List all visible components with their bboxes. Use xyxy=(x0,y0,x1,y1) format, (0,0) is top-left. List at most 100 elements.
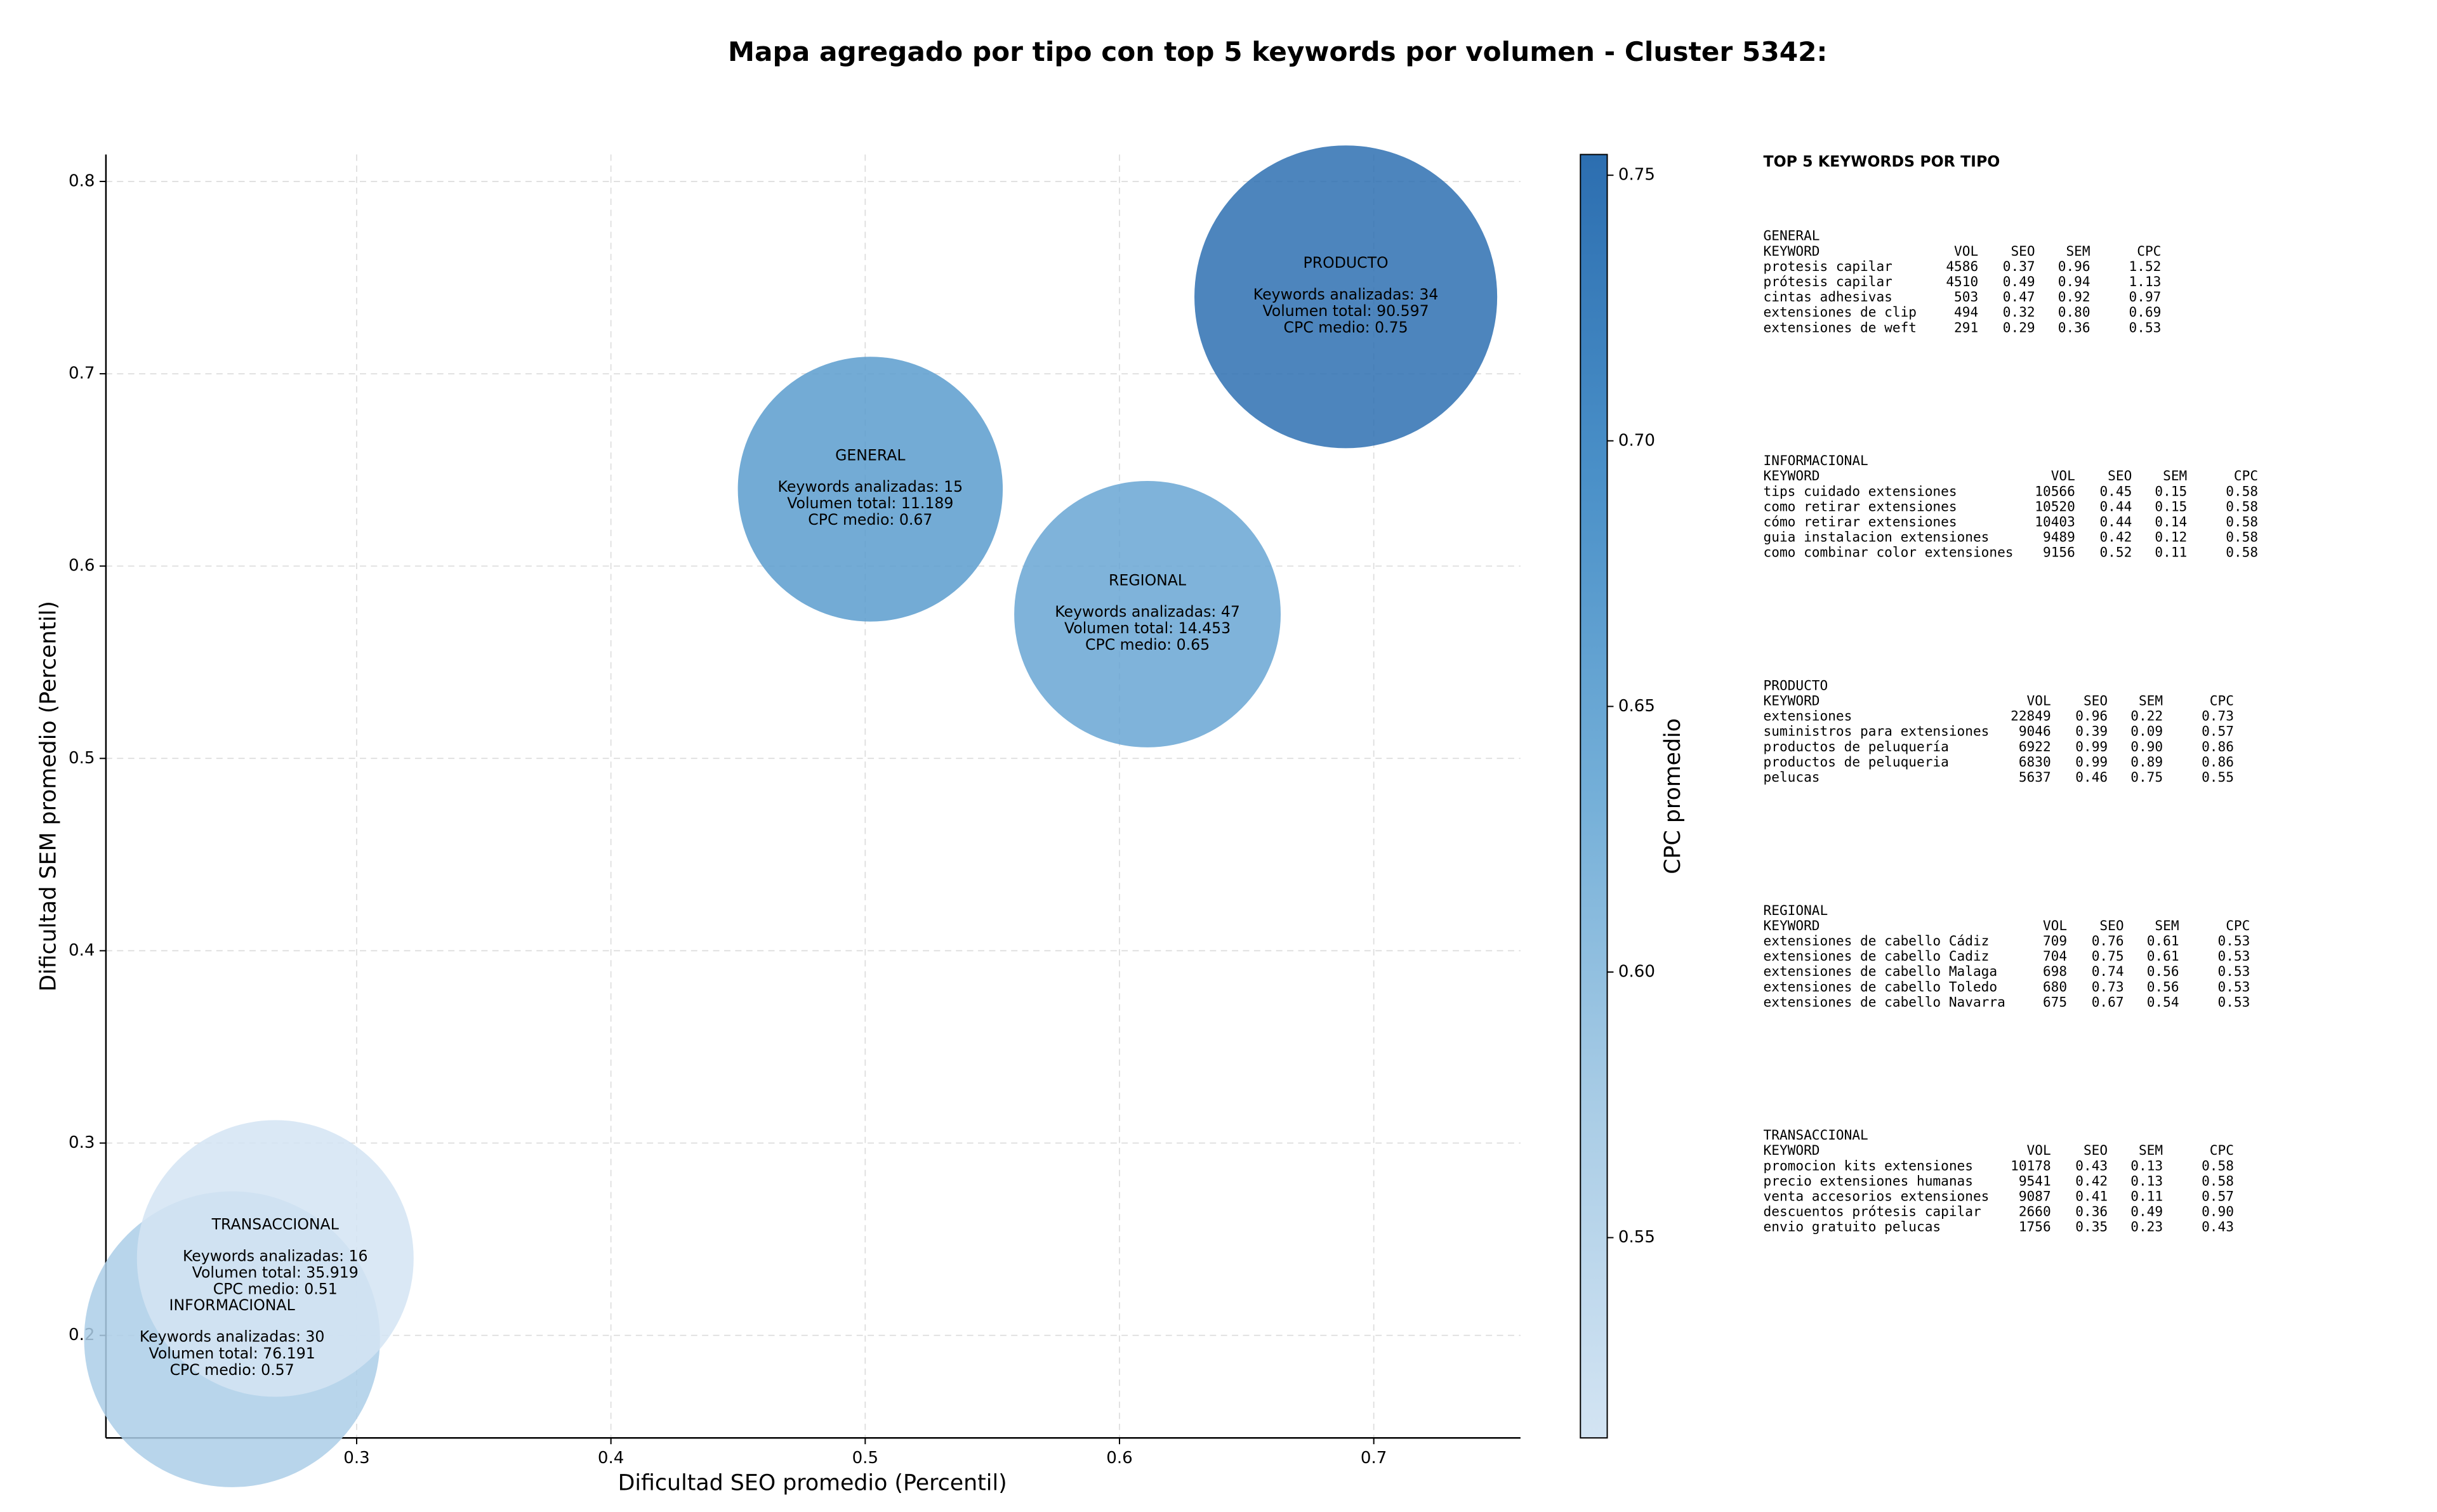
column-header: SEO xyxy=(2084,693,2108,709)
table-cell: 0.94 xyxy=(2058,273,2090,289)
table-cell: 0.47 xyxy=(2003,289,2035,305)
table-cell: 0.53 xyxy=(2218,963,2250,979)
y-tick-label: 0.7 xyxy=(69,364,95,383)
bubble-annotation: Keywords analizadas: 30 xyxy=(140,1328,325,1346)
bubble-annotation: Volumen total: 76.191 xyxy=(149,1344,315,1362)
table-cell: 0.12 xyxy=(2155,529,2187,545)
column-header: KEYWORD xyxy=(1764,917,1820,933)
table-cell: envio gratuito pelucas xyxy=(1764,1219,1941,1235)
table-cell: 0.90 xyxy=(2202,1204,2234,1219)
table-cell: 0.11 xyxy=(2155,544,2187,560)
table-cell: 0.57 xyxy=(2202,723,2234,739)
column-header: CPC xyxy=(2137,243,2161,259)
table-cell: extensiones de cabello Cádiz xyxy=(1764,933,1990,949)
table-cell: 0.53 xyxy=(2218,933,2250,949)
x-tick-label: 0.4 xyxy=(598,1449,624,1468)
bubble-annotation: Volumen total: 14.453 xyxy=(1064,619,1231,637)
column-header: VOL xyxy=(2051,468,2075,483)
table-cell: extensiones de cabello Malaga xyxy=(1764,963,1998,979)
table-cell: 0.45 xyxy=(2099,483,2132,499)
colorbar-tick-label: 0.55 xyxy=(1618,1228,1655,1247)
table-cell: 0.74 xyxy=(2092,963,2124,979)
table-cell: como retirar extensiones xyxy=(1764,498,1957,514)
column-header: SEM xyxy=(2139,693,2163,709)
table-cell: 709 xyxy=(2043,933,2067,949)
table-cell: 22849 xyxy=(2011,708,2051,724)
y-tick-label: 0.8 xyxy=(69,171,95,190)
bubble-annotation: CPC medio: 0.65 xyxy=(1085,636,1210,654)
table-cell: 0.15 xyxy=(2155,498,2187,514)
bubble-annotation: Keywords analizadas: 47 xyxy=(1055,603,1240,621)
bubble-annotation: CPC medio: 0.51 xyxy=(213,1280,338,1298)
table-cell: 0.36 xyxy=(2075,1204,2108,1219)
table-cell: 0.61 xyxy=(2147,948,2179,964)
table-cell: 10520 xyxy=(2035,498,2075,514)
colorbar-tick-label: 0.75 xyxy=(1618,166,1655,185)
table-cell: precio extensiones humanas xyxy=(1764,1173,1973,1188)
table-cell: 0.73 xyxy=(2092,978,2124,994)
table-cell: 1756 xyxy=(2019,1219,2051,1235)
table-cell: descuentos prótesis capilar xyxy=(1764,1204,1981,1219)
bubble-annotation: Volumen total: 90.597 xyxy=(1263,302,1429,320)
table-cell: 0.58 xyxy=(2226,483,2258,499)
bubble-annotation: Keywords analizadas: 34 xyxy=(1253,286,1439,303)
table-cell: 0.90 xyxy=(2130,739,2163,754)
bubble xyxy=(1014,481,1281,747)
table-cell: 704 xyxy=(2043,948,2067,964)
table-cell: 0.58 xyxy=(2226,544,2258,560)
table-cell: 0.76 xyxy=(2092,933,2124,949)
bubble xyxy=(136,1120,414,1397)
x-tick-label: 0.6 xyxy=(1106,1449,1132,1468)
bubble-annotation: CPC medio: 0.57 xyxy=(170,1361,294,1379)
column-header: SEM xyxy=(2139,1142,2163,1158)
table-cell: 4586 xyxy=(1946,258,1978,274)
column-header: VOL xyxy=(2043,917,2067,933)
colorbar-tick-label: 0.60 xyxy=(1618,962,1655,981)
bubble xyxy=(1194,145,1498,449)
table-cell: 0.69 xyxy=(2129,304,2162,320)
bubble-name: PRODUCTO xyxy=(1304,254,1389,272)
table-cell: 0.44 xyxy=(2099,513,2132,529)
column-header: SEO xyxy=(2011,243,2035,259)
column-header: KEYWORD xyxy=(1764,693,1820,709)
table-cell: 0.96 xyxy=(2075,708,2108,724)
bubble-annotation: Volumen total: 35.919 xyxy=(192,1264,359,1282)
table-cell: 0.29 xyxy=(2003,319,2035,335)
group-name: REGIONAL xyxy=(1764,902,1828,918)
table-cell: 0.11 xyxy=(2130,1188,2163,1204)
bubble-name: TRANSACCIONAL xyxy=(211,1216,340,1233)
y-tick-label: 0.4 xyxy=(69,941,95,960)
column-header: SEM xyxy=(2163,468,2187,483)
column-header: SEM xyxy=(2155,917,2179,933)
table-cell: extensiones xyxy=(1764,708,1853,724)
table-cell: 0.54 xyxy=(2147,994,2179,1009)
table-cell: 0.32 xyxy=(2003,304,2035,320)
x-axis-label: Dificultad SEO promedio (Percentil) xyxy=(618,1470,1007,1496)
column-header: VOL xyxy=(2027,693,2051,709)
bubble-annotation: Volumen total: 11.189 xyxy=(787,494,953,512)
table-cell: 0.92 xyxy=(2058,289,2090,305)
table-cell: 0.67 xyxy=(2092,994,2124,1009)
table-cell: 0.58 xyxy=(2226,513,2258,529)
x-tick-label: 0.3 xyxy=(343,1449,369,1468)
table-cell: extensiones de cabello Navarra xyxy=(1764,994,2005,1009)
column-header: KEYWORD xyxy=(1764,468,1820,483)
bubble-annotation: CPC medio: 0.67 xyxy=(808,511,932,529)
x-tick-label: 0.7 xyxy=(1361,1449,1387,1468)
table-cell: guia instalacion extensiones xyxy=(1764,529,1990,545)
colorbar-label: CPC promedio xyxy=(1660,718,1686,874)
table-cell: prótesis capilar xyxy=(1764,273,1892,289)
table-cell: 675 xyxy=(2043,994,2067,1009)
table-cell: 0.73 xyxy=(2202,708,2234,724)
table-cell: 0.80 xyxy=(2058,304,2090,320)
table-cell: cintas adhesivas xyxy=(1764,289,1892,305)
bubble-annotation: Keywords analizadas: 16 xyxy=(183,1247,368,1265)
chart-title: Mapa agregado por tipo con top 5 keyword… xyxy=(728,36,1827,67)
y-tick-label: 0.6 xyxy=(69,556,95,575)
table-cell: pelucas xyxy=(1764,769,1820,785)
table-cell: 0.75 xyxy=(2092,948,2124,964)
table-cell: extensiones de clip xyxy=(1764,304,1917,320)
